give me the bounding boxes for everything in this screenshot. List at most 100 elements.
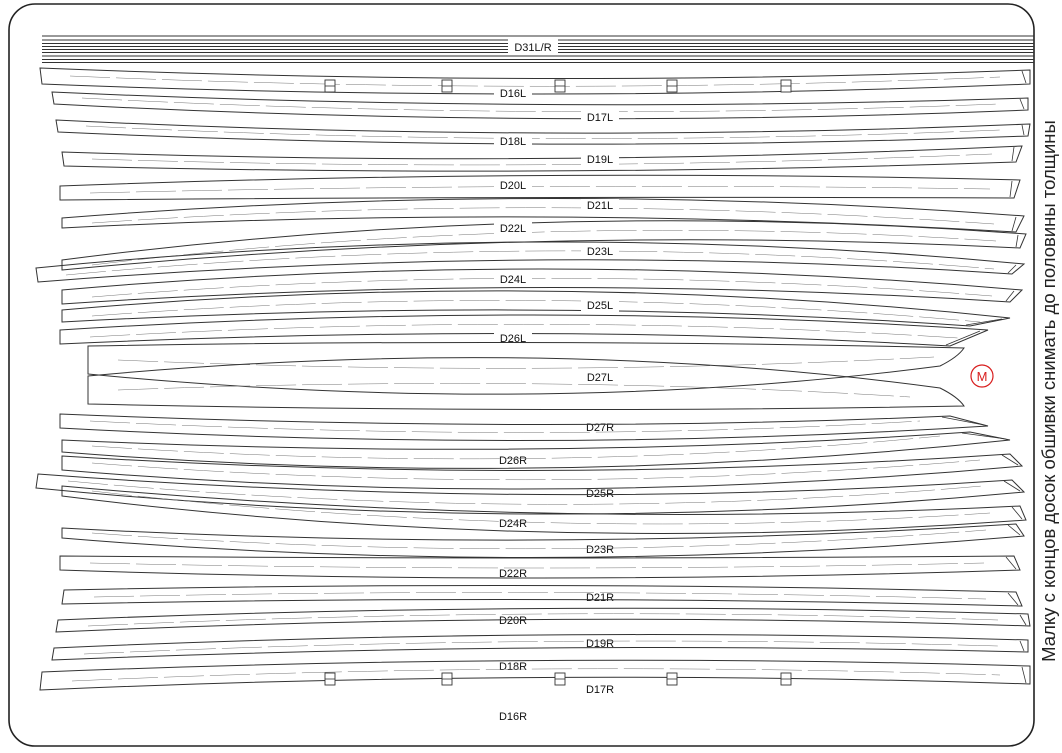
plank-label: D18L [500,136,526,148]
plank-label-bg [581,111,619,124]
plank-label: D22L [500,223,526,235]
plank-label: D24R [499,518,527,530]
plank-bevel-line [1011,216,1017,232]
plank-d26r: D26R [59,413,989,467]
plank-bevel-line [1011,146,1015,162]
plank-center-line [91,435,941,460]
plank-d18r: D18R [55,607,1031,673]
plank-label-bg [581,543,619,556]
plank-d21r: D21R [61,523,1025,604]
plank-center-line [91,490,991,525]
plank-center-line [91,529,987,550]
plank-label-bg [494,660,532,673]
plank-label: D19R [586,638,614,650]
marker-label: M [977,369,988,384]
plank-label: D18R [499,661,527,673]
plank-label: D25R [586,488,614,500]
plank-label: D26L [500,333,526,345]
plank-d27l: D27L [87,341,965,395]
plank-d25r: D25R [61,431,1011,500]
plank-outline [61,268,1024,305]
plank-d25l: D25L [61,290,1011,327]
plank-center-line [91,459,981,481]
plank-label: D24L [500,274,526,286]
plank-label: D23L [587,246,613,258]
plank-d27r: D27R [87,357,965,434]
marker-m: M [970,364,994,388]
plank-outline [51,634,1029,661]
plank-center-line [69,75,1001,87]
plank-bevel-line [1007,592,1019,606]
plank-center-line [65,250,995,276]
plank-label-bg [581,153,619,166]
plank-label: D16L [500,88,526,100]
plank-bevel-line [1021,666,1027,684]
plank-center-line [91,230,997,266]
plank-bevel-line [965,318,1003,326]
plank-center-line [91,278,993,298]
plank-outline [61,198,1025,233]
plank-bevel-line [1005,556,1017,570]
plank-outline [61,453,1024,490]
plank-d21l: D21L [61,198,1025,233]
plank-label-bg [494,332,532,345]
plank-label: D21R [586,592,614,604]
plank-bevel-line [1021,70,1027,84]
plank-label-bg [581,371,619,384]
plank-d24l: D24L [61,268,1024,305]
plank-label: D17L [587,112,613,124]
plank-center-line [89,324,959,339]
plank-bevel-line [1007,264,1017,274]
plank-bevel-line [1005,290,1015,302]
plank-bevel-line [945,330,981,346]
plank-bevel-line [1011,506,1023,520]
plank-center-line [87,613,999,627]
plank-d17l: D17L [51,91,1029,124]
plank-label: D25L [587,300,613,312]
plank-outline [59,413,989,442]
plank-label: D16R [499,711,527,723]
plank-center-line [117,383,911,398]
plank-d22l: D22L [61,220,1027,271]
plank-center-line [93,592,987,600]
plank-d20r: D20R [59,555,1021,627]
plank-outline [61,290,1011,327]
plank-d16r: D16R [39,659,1031,723]
plank-center-line [117,356,935,369]
plank-label-bg [494,179,532,192]
plank-label-bg [581,245,619,258]
plank-label-bg [581,199,619,212]
plank-outline [61,220,1027,271]
plank-label-bg [494,710,532,723]
plank-label-bg [494,517,532,530]
plank-label: D22R [499,568,527,580]
plank-label: D27L [587,372,613,384]
plank-bevel-line [1019,614,1027,626]
plank-center-line [91,207,995,225]
plank-outline [59,174,1021,201]
plank-outline [87,341,965,395]
plank-d16l: D16L [39,67,1031,100]
plank-outline [87,357,965,411]
plank-outline [61,523,1025,558]
plank-bevel-line [1019,640,1025,652]
plank-outline [55,607,1031,633]
plank-label-bg [581,683,619,696]
plank-bevel-line [1019,98,1025,110]
plank-d23r: D23R [35,473,1026,556]
plank-label-bg [581,487,619,500]
d31-label-bg [508,39,558,54]
plank-outline [59,555,1021,579]
plank-bevel-line [1001,454,1019,466]
marker-circle [970,364,994,388]
plank-label: D23R [586,544,614,556]
plank-outline [55,119,1031,145]
plank-center-line [81,97,999,112]
side-note: Малку с концов досок обшивки снимать до … [1038,120,1059,662]
plank-center-line [89,420,921,433]
plank-bevel-line [961,432,1007,440]
plank-bevel-line [941,416,985,426]
plank-outline [51,91,1029,120]
plank-label-bg [494,567,532,580]
